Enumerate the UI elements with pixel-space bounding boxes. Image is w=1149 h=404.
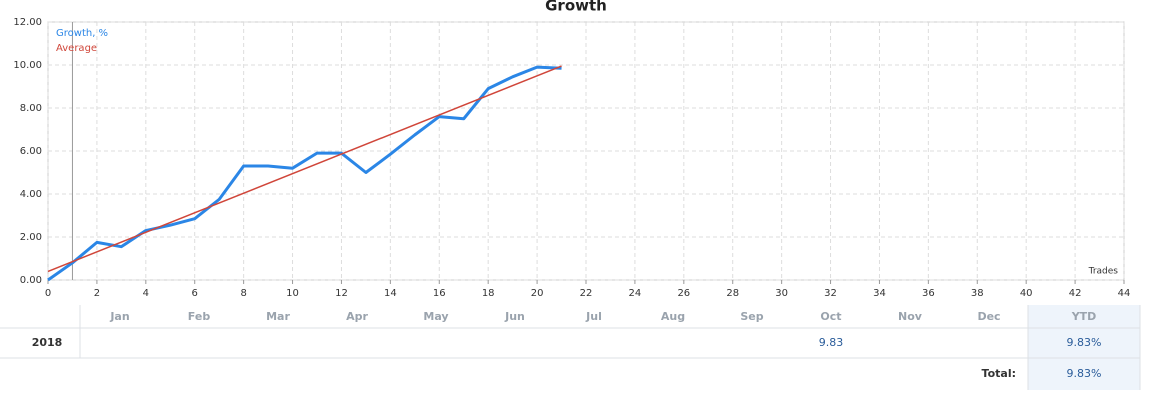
y-tick-label: 8.00 — [20, 103, 42, 114]
y-tick-label: 6.00 — [20, 146, 42, 157]
x-tick-label: 40 — [1020, 288, 1033, 299]
year-label: 2018 — [32, 336, 63, 349]
month-header: Dec — [977, 310, 1000, 323]
series-line — [47, 65, 562, 282]
y-tick-label: 2.00 — [20, 232, 42, 243]
y-tick-label: 10.00 — [13, 60, 42, 71]
x-tick-label: 14 — [384, 288, 397, 299]
x-tick-label: 38 — [971, 288, 984, 299]
legend-label: Growth, % — [56, 28, 108, 39]
month-header: Mar — [266, 310, 290, 323]
chart-title: Growth — [545, 0, 607, 15]
x-tick-label: 16 — [433, 288, 446, 299]
month-header: Jun — [504, 310, 525, 323]
month-header: Sep — [740, 310, 763, 323]
legend-label: Average — [56, 43, 97, 54]
month-header: Aug — [661, 310, 685, 323]
x-tick-label: 32 — [824, 288, 837, 299]
x-tick-label: 28 — [726, 288, 739, 299]
month-header: May — [423, 310, 448, 323]
x-tick-label: 24 — [629, 288, 642, 299]
x-tick-label: 34 — [873, 288, 886, 299]
y-tick-label: 12.00 — [13, 17, 42, 28]
month-header: Apr — [346, 310, 368, 323]
x-tick-label: 30 — [775, 288, 788, 299]
x-tick-label: 44 — [1118, 288, 1131, 299]
ytd-header: YTD — [1071, 310, 1097, 323]
x-tick-label: 4 — [143, 288, 149, 299]
month-header: Oct — [820, 310, 841, 323]
month-header: Nov — [898, 310, 923, 323]
x-tick-label: 18 — [482, 288, 495, 299]
x-tick-label: 2 — [94, 288, 100, 299]
x-tick-label: 6 — [192, 288, 198, 299]
total-value: 9.83% — [1067, 367, 1102, 380]
y-tick-label: 4.00 — [20, 189, 42, 200]
x-tick-label: 22 — [580, 288, 593, 299]
x-axis-label: Trades — [1088, 267, 1119, 277]
series-line — [47, 65, 562, 273]
month-value: 9.83 — [819, 336, 844, 349]
ytd-column — [1028, 305, 1140, 390]
x-tick-label: 8 — [240, 288, 246, 299]
month-header: Jul — [585, 310, 602, 323]
month-header: Jan — [109, 310, 129, 323]
x-tick-label: 26 — [677, 288, 690, 299]
ytd-value: 9.83% — [1067, 336, 1102, 349]
x-tick-label: 12 — [335, 288, 348, 299]
x-tick-label: 36 — [922, 288, 935, 299]
x-tick-label: 42 — [1069, 288, 1082, 299]
x-tick-label: 20 — [531, 288, 544, 299]
total-label: Total: — [982, 367, 1016, 380]
x-tick-label: 0 — [45, 288, 51, 299]
x-tick-label: 10 — [286, 288, 299, 299]
month-header: Feb — [188, 310, 211, 323]
y-tick-label: 0.00 — [20, 275, 42, 286]
